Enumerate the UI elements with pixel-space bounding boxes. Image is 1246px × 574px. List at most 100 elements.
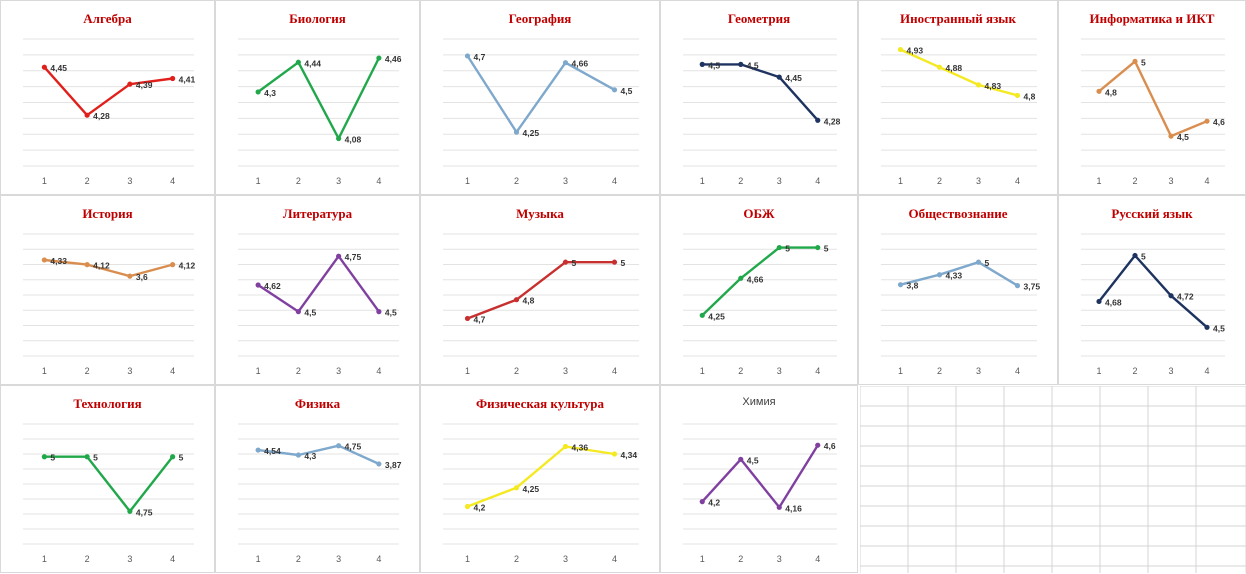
data-point (975, 82, 982, 88)
data-label: 4,72 (1177, 292, 1194, 302)
data-label: 4,54 (264, 446, 281, 456)
data-label: 4,12 (93, 261, 110, 271)
data-label: 3,75 (1024, 282, 1041, 292)
data-point (1168, 133, 1174, 139)
chart-plot: 1 2 3 4 4,5 4,5 4,45 4,28 (683, 38, 841, 186)
data-point (295, 452, 301, 458)
data-point (127, 81, 133, 87)
data-label: 4,41 (179, 75, 196, 85)
chart-panel: Обществознание 1 2 3 4 3,8 4,33 5 3,75 (858, 195, 1058, 385)
chart-panel: Химия 1 2 3 4 4,2 4,5 4,16 4,6 (660, 385, 858, 573)
x-tick-label: 1 (1096, 176, 1101, 186)
data-label: 5 (824, 244, 829, 254)
x-tick-label: 3 (336, 554, 341, 564)
x-tick-label: 2 (738, 176, 743, 186)
chart-panel: Физическая культура 1 2 3 4 4,2 4,25 4,36 4,34 (420, 385, 660, 573)
data-point (975, 259, 982, 265)
data-label: 4,66 (572, 59, 589, 69)
data-point (464, 315, 471, 322)
chart-panel: Иностранный язык 1 2 3 4 4,93 4,88 4,83 4,8 (858, 0, 1058, 195)
x-tick-label: 4 (170, 366, 175, 376)
data-point (562, 443, 569, 450)
series-line (257, 255, 380, 313)
data-point (1096, 88, 1102, 94)
x-tick-label: 4 (1015, 176, 1020, 186)
data-point (513, 129, 520, 135)
chart-title: Физическая культура (475, 396, 605, 411)
series-line (1098, 60, 1208, 138)
chart-plot: 1 2 3 4 4,7 4,25 4,66 4,5 (443, 38, 639, 186)
x-tick-label: 1 (1096, 366, 1101, 376)
chart-title: Иностранный язык (900, 11, 1016, 26)
data-point (738, 275, 744, 281)
chart-panel: Геометрия 1 2 3 4 4,5 4,5 4,45 4,28 (660, 0, 858, 195)
data-label: 4,45 (785, 73, 802, 83)
data-label: 4,83 (985, 81, 1002, 91)
chart-plot: 1 2 3 4 3,8 4,33 5 3,75 (881, 233, 1041, 376)
x-tick-label: 4 (1015, 366, 1020, 376)
data-label: 4,08 (345, 134, 362, 144)
chart-title: Геометрия (727, 11, 791, 26)
x-tick-label: 3 (336, 176, 341, 186)
data-point (84, 112, 90, 118)
data-label: 5 (50, 453, 55, 463)
chart-plot: 1 2 3 4 4,93 4,88 4,83 4,8 (881, 38, 1037, 186)
data-label: 4,44 (304, 58, 321, 68)
chart-panel: Биология 1 2 3 4 4,3 4,44 4,08 4,46 (215, 0, 420, 195)
data-point (1096, 298, 1102, 305)
data-point (699, 499, 705, 505)
data-point (1168, 293, 1174, 299)
data-label: 5 (985, 258, 990, 268)
data-point (699, 61, 705, 67)
data-point (1132, 58, 1138, 65)
chart-plot: 1 2 3 4 4,45 4,28 4,39 4,41 (23, 38, 196, 186)
data-point (738, 61, 744, 67)
series-line (257, 57, 380, 140)
data-point (376, 309, 382, 315)
x-tick-label: 4 (612, 366, 617, 376)
data-label: 4,5 (708, 60, 720, 70)
data-label: 4,62 (264, 281, 281, 291)
chart-panel: Литература 1 2 3 4 4,62 4,5 4,75 4,5 (215, 195, 420, 385)
data-label: 4,45 (50, 63, 67, 73)
data-point (170, 454, 176, 460)
data-point (815, 442, 821, 448)
x-tick-label: 1 (42, 366, 47, 376)
data-point (1014, 92, 1021, 99)
chart-plot: 1 2 3 4 4,2 4,25 4,36 4,34 (443, 423, 639, 564)
data-label: 5 (179, 453, 184, 463)
data-point (611, 259, 618, 265)
data-label: 4,2 (474, 503, 486, 513)
data-point (699, 312, 705, 318)
x-tick-label: 2 (296, 176, 301, 186)
chart-plot: 1 2 3 4 4,2 4,5 4,16 4,6 (683, 423, 837, 564)
x-tick-label: 1 (465, 176, 470, 186)
data-point (776, 74, 782, 80)
chart-panel: Технология 1 2 3 4 5 5 4,75 5 (0, 385, 215, 573)
data-label: 4,8 (1024, 91, 1036, 101)
data-point (562, 60, 569, 66)
data-point (41, 257, 47, 263)
x-tick-label: 3 (1168, 176, 1173, 186)
chart-plot: 1 2 3 4 4,8 5 4,5 4,6 (1081, 38, 1225, 186)
data-label: 5 (785, 244, 790, 254)
data-label: 4,5 (304, 308, 316, 318)
data-label: 4,33 (946, 271, 963, 281)
data-point (84, 262, 90, 268)
x-tick-label: 1 (700, 554, 705, 564)
chart-title: Русский язык (1111, 206, 1193, 221)
x-tick-label: 1 (256, 366, 261, 376)
chart-plot: 1 2 3 4 4,62 4,5 4,75 4,5 (238, 233, 399, 376)
x-tick-label: 4 (815, 176, 820, 186)
data-point (611, 87, 618, 93)
chart-title: Химия (742, 396, 776, 408)
x-tick-label: 2 (296, 554, 301, 564)
x-tick-label: 2 (1132, 366, 1137, 376)
series-line (466, 55, 616, 134)
x-tick-label: 3 (563, 554, 568, 564)
data-point (127, 273, 133, 279)
x-tick-label: 2 (85, 366, 90, 376)
x-tick-label: 3 (127, 554, 132, 564)
data-label: 4,5 (385, 308, 397, 318)
x-tick-label: 1 (42, 554, 47, 564)
